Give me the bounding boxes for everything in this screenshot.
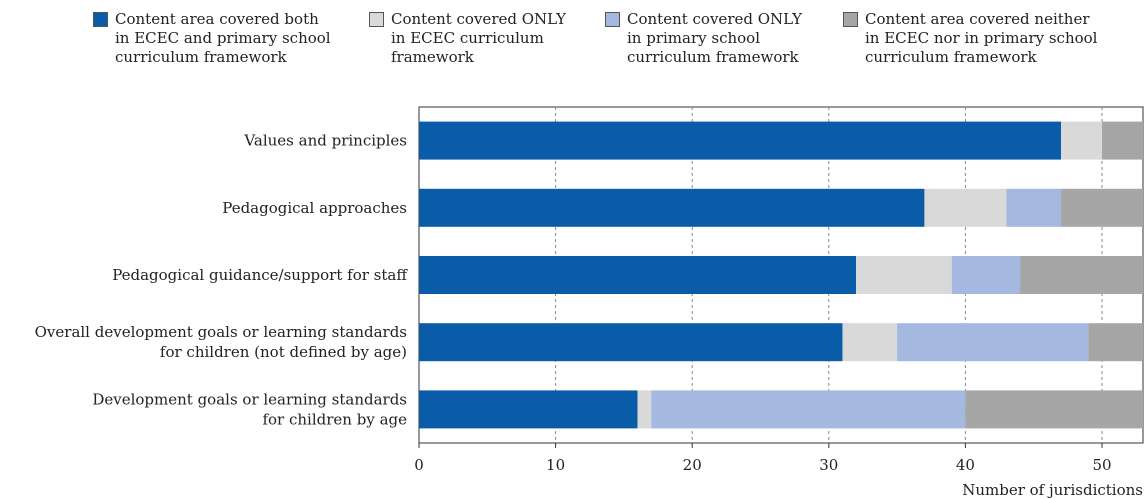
category-label: Overall development goals or learning st…: [35, 323, 407, 361]
x-tick-label: 0: [414, 456, 424, 474]
category-labels: Values and principles Pedagogical approac…: [35, 132, 409, 429]
x-tick-label: 50: [1092, 456, 1111, 474]
bar-segment: [1102, 121, 1143, 160]
legend-item: Content area covered both in ECEC and pr…: [93, 10, 331, 67]
bar-segment: [651, 390, 966, 429]
bar-segment: [1088, 323, 1143, 362]
bar-segment: [419, 188, 925, 227]
bar-segment: [1061, 121, 1103, 160]
x-tick-label: 40: [956, 456, 975, 474]
category-label: Values and principles: [243, 132, 407, 150]
bar-segment: [419, 390, 638, 429]
bar-segment: [419, 323, 843, 362]
bars: [419, 121, 1143, 429]
legend-swatch: [369, 12, 384, 27]
category-label: Pedagogical approaches: [222, 199, 407, 217]
category-label: Development goals or learning standards f…: [92, 390, 407, 428]
bar-segment: [951, 256, 1021, 294]
legend-swatch: [605, 12, 620, 27]
category-label: Pedagogical guidance/support for staff: [112, 266, 408, 284]
bar-segment: [1020, 256, 1143, 294]
legend-swatch: [843, 12, 858, 27]
legend-swatch: [93, 12, 108, 27]
bar-segment: [965, 390, 1143, 429]
bar-segment: [419, 121, 1062, 160]
x-tick-label: 10: [546, 456, 565, 474]
bar-segment: [637, 390, 652, 429]
x-tick-labels: 0 10 20 30 40 50: [414, 456, 1111, 474]
bar-segment: [842, 323, 898, 362]
bar-segment: [924, 188, 1007, 227]
legend-label: Content area covered neither in ECEC nor…: [865, 10, 1098, 66]
bar-segment: [1061, 188, 1143, 227]
x-axis-title: Number of jurisdictions: [962, 481, 1143, 499]
legend-item: Content area covered neither in ECEC nor…: [843, 10, 1097, 67]
legend-item: Content covered ONLY in ECEC curriculum …: [369, 10, 566, 67]
bar-segment: [419, 256, 857, 294]
legend-label: Content covered ONLY in primary school c…: [627, 10, 803, 66]
legend-label: Content covered ONLY in ECEC curriculum …: [391, 10, 567, 66]
legend-item: Content covered ONLY in primary school c…: [605, 10, 802, 67]
x-tick-label: 30: [819, 456, 838, 474]
x-tick-label: 20: [683, 456, 702, 474]
legend: Content area covered both in ECEC and pr…: [0, 0, 1148, 80]
bar-segment: [1006, 188, 1062, 227]
legend-label: Content area covered both in ECEC and pr…: [115, 10, 331, 66]
bar-segment: [897, 323, 1089, 362]
bar-segment: [856, 256, 952, 294]
